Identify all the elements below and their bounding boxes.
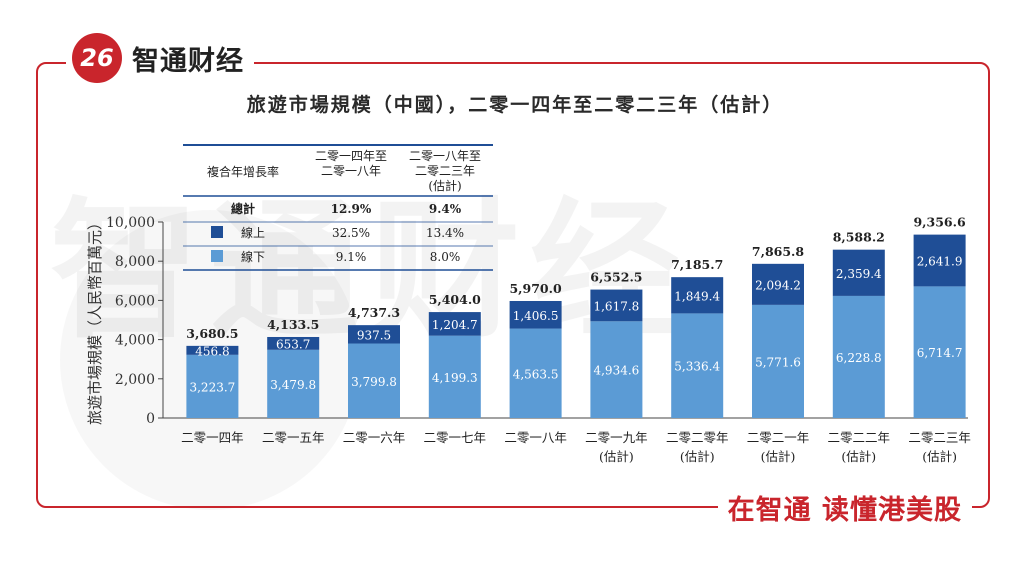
- x-tick-label: 二零一四年: [181, 430, 244, 445]
- bar-online: [348, 325, 400, 344]
- logo-mark-icon: 26: [72, 33, 122, 83]
- x-tick-label: 二零二三年: [908, 430, 971, 445]
- y-tick-label: 2,000: [115, 372, 155, 388]
- bar-offline: [590, 321, 643, 418]
- bar-online: [428, 312, 481, 336]
- data-label-total: 6,552.5: [590, 270, 642, 285]
- bar-online: [186, 345, 239, 355]
- table-row-label: 總計: [231, 201, 255, 216]
- bar-offline: [832, 295, 885, 418]
- x-tick-label: (估計): [599, 449, 634, 464]
- legend-label: 線下: [241, 249, 265, 264]
- chart-frame: [36, 62, 990, 508]
- bar-offline: [428, 335, 481, 418]
- table-header-period: 二零一四年至: [315, 149, 387, 163]
- data-label-total: 9,356.6: [913, 215, 965, 230]
- y-axis-label: 旅遊市場規模（人民幣百萬元）: [86, 215, 104, 425]
- data-label-total: 5,970.0: [509, 281, 561, 296]
- y-tick-label: 6,000: [115, 293, 155, 309]
- table-cell: 9.4%: [429, 202, 462, 216]
- y-tick-label: 10,000: [106, 215, 155, 231]
- legend-label: 線上: [241, 225, 265, 240]
- data-label-online: 1,204.7: [432, 318, 478, 332]
- bar-offline: [752, 304, 804, 418]
- data-label-total: 4,133.5: [267, 317, 319, 332]
- bar-online: [752, 263, 804, 305]
- data-label-online: 2,359.4: [836, 267, 882, 281]
- table-header-cagr: 複合年增長率: [207, 164, 279, 179]
- legend-swatch: [211, 250, 223, 262]
- data-label-online: 1,406.5: [513, 309, 559, 323]
- bar-online: [832, 249, 885, 296]
- data-label-offline: 6,714.7: [917, 346, 963, 360]
- data-label-online: 2,094.2: [755, 278, 801, 292]
- bar-online: [671, 277, 724, 314]
- bar-online: [267, 336, 320, 350]
- bar-offline: [913, 286, 966, 418]
- x-tick-label: 二零一六年: [343, 430, 406, 445]
- brand-name: 智通财经: [132, 45, 244, 77]
- chart-title: 旅遊市場規模（中國），二零一四年至二零二三年（估計）: [246, 94, 784, 116]
- table-cell: 13.4%: [426, 226, 464, 240]
- y-tick-label: 0: [146, 411, 155, 427]
- table-cell: 8.0%: [430, 250, 461, 264]
- data-label-total: 3,680.5: [186, 326, 238, 341]
- bar-offline: [348, 343, 400, 418]
- table-header-period: 二零一八年至: [409, 149, 481, 163]
- data-label-total: 4,737.3: [348, 305, 400, 320]
- table-header-period: 二零一八年: [321, 164, 381, 178]
- bar-online: [590, 289, 643, 322]
- data-label-offline: 3,799.8: [351, 375, 397, 389]
- table-header-period: 二零二三年: [415, 164, 475, 178]
- data-label-online: 456.8: [195, 344, 229, 358]
- data-label-offline: 3,479.8: [270, 378, 316, 392]
- bar-online: [509, 300, 562, 329]
- data-label-online: 937.5: [357, 328, 391, 342]
- bar-offline: [267, 349, 320, 418]
- table-cell: 32.5%: [332, 226, 370, 240]
- x-tick-label: (估計): [761, 449, 796, 464]
- x-tick-label: 二零二一年: [747, 430, 810, 445]
- data-label-offline: 5,336.4: [674, 360, 720, 374]
- data-label-offline: 3,223.7: [189, 380, 235, 394]
- data-label-total: 5,404.0: [429, 292, 481, 307]
- data-label-offline: 4,934.6: [593, 364, 639, 378]
- data-label-total: 7,185.7: [671, 257, 723, 272]
- data-label-online: 2,641.9: [917, 255, 963, 269]
- data-label-offline: 4,563.5: [513, 367, 559, 381]
- data-label-total: 8,588.2: [833, 230, 885, 245]
- brand-slogan: 在智通 读懂港美股: [717, 488, 972, 527]
- data-label-total: 7,865.8: [752, 244, 804, 259]
- brand-logo[interactable]: 26 智通财经: [66, 30, 254, 86]
- x-tick-label: 二零一七年: [424, 430, 487, 445]
- x-tick-label: 二零二二年: [828, 430, 891, 445]
- table-cell: 12.9%: [331, 202, 372, 216]
- x-tick-label: (估計): [841, 449, 876, 464]
- x-tick-label: 二零二零年: [666, 430, 729, 445]
- data-label-online: 1,617.8: [593, 299, 639, 313]
- data-label-offline: 6,228.8: [836, 351, 882, 365]
- x-tick-label: (估計): [922, 449, 957, 464]
- table-cell: 9.1%: [336, 250, 367, 264]
- data-label-online: 653.7: [276, 337, 310, 351]
- x-tick-label: (估計): [680, 449, 715, 464]
- legend-swatch: [211, 226, 223, 238]
- data-label-online: 1,849.4: [674, 289, 720, 303]
- bar-offline: [186, 354, 239, 418]
- y-tick-label: 8,000: [115, 254, 155, 270]
- bar-offline: [671, 313, 724, 418]
- data-label-offline: 4,199.3: [432, 371, 478, 385]
- x-tick-label: 二零一八年: [504, 430, 567, 445]
- data-label-offline: 5,771.6: [755, 355, 801, 369]
- bar-offline: [509, 328, 562, 418]
- bar-online: [913, 234, 966, 287]
- x-tick-label: 二零一五年: [262, 430, 325, 445]
- y-tick-label: 4,000: [115, 333, 155, 349]
- x-tick-label: 二零一九年: [585, 430, 648, 445]
- table-header-period: (估計): [428, 178, 461, 193]
